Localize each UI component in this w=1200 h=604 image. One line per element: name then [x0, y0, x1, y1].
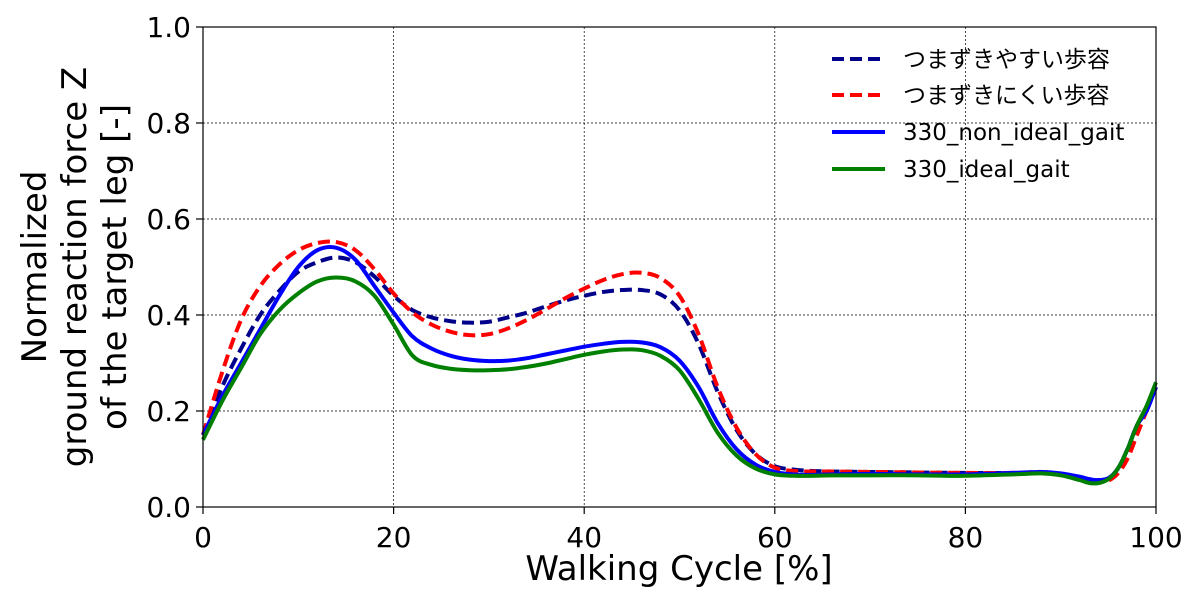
y-axis-label: Normalized ground reaction force Z of th… [15, 67, 135, 467]
y-tick-label: 1.0 [146, 11, 191, 44]
x-tick-label: 100 [1129, 521, 1182, 554]
legend-label: つまずきにくい歩容 [903, 83, 1110, 109]
y-axis-label-line-2: ground reaction force Z [55, 67, 95, 467]
x-axis-label: Walking Cycle [%] [525, 549, 832, 589]
legend-label: 330_ideal_gait [903, 157, 1070, 183]
series-line-3 [201, 245, 1158, 483]
y-axis-label-line-1: Normalized [15, 171, 55, 364]
legend-label: 330_non_ideal_gait [903, 120, 1124, 146]
series-line-4 [201, 275, 1158, 486]
x-tick-label: 20 [376, 521, 412, 554]
y-tick-label: 0.8 [146, 107, 191, 140]
y-axis-label-line-3: of the target leg [-] [95, 104, 135, 430]
legend-item: つまずきにくい歩容 [832, 83, 1110, 109]
axis-ticks: 0 20 40 60 80 100 0.0 0.2 0.4 0.6 0.8 1.0 [146, 11, 1182, 554]
y-tick-label: 0.0 [146, 491, 191, 524]
plot-frame [202, 26, 1157, 508]
x-tick-label: 80 [948, 521, 984, 554]
legend-item: つまずきやすい歩容 [832, 47, 1110, 73]
x-tick-label: 60 [757, 521, 793, 554]
y-tick-label: 0.6 [146, 203, 191, 236]
x-tick-label: 0 [194, 521, 212, 554]
x-tick-label: 40 [566, 521, 602, 554]
y-tick-label: 0.2 [146, 395, 191, 428]
y-tick-label: 0.4 [146, 299, 191, 332]
legend-item: 330_ideal_gait [832, 157, 1070, 183]
legend-label: つまずきやすい歩容 [903, 47, 1110, 73]
legend: つまずきやすい歩容 つまずきにくい歩容 330_non_ideal_gait 3… [832, 47, 1124, 183]
series-lines [201, 239, 1158, 486]
legend-item: 330_non_ideal_gait [832, 120, 1124, 146]
